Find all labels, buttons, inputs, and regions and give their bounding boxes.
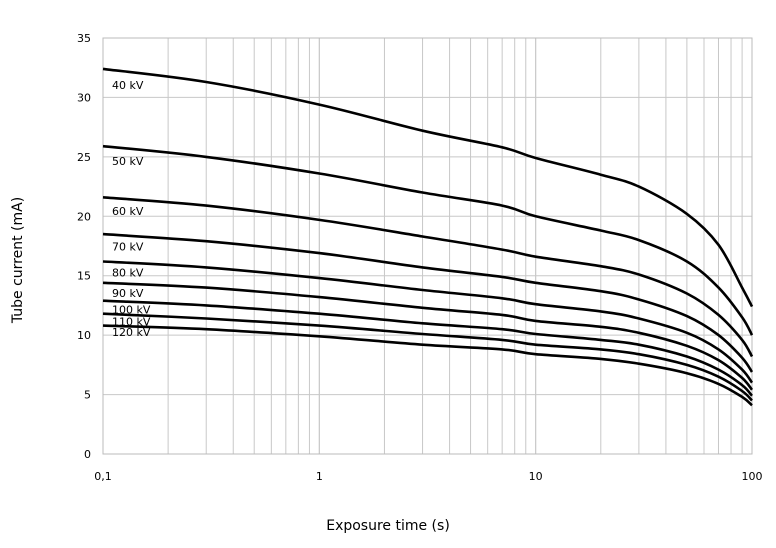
series-label: 80 kV [112,267,144,280]
series-line [102,281,754,391]
series-labels: 40 kV 50 kV 60 kV 70 kV 80 kV 90 kV 100 kV110 … [112,79,151,339]
series-lines [102,67,754,407]
y-tick-label: 20 [77,210,91,223]
y-tick-label: 35 [77,32,91,45]
series-label: 90 kV [112,287,144,300]
x-tick-label: 10 [529,470,543,483]
y-tick-label: 15 [77,270,91,283]
x-axis-title: Exposure time (s) [326,518,450,534]
y-tick-label: 0 [84,448,91,461]
series-label: 50 kV [112,155,144,168]
y-axis-title: Tube current (mA) [10,197,26,324]
series-label: 100 kV [112,303,151,316]
series-label: 70 kV [112,241,144,254]
x-tick-label: 0,1 [94,470,112,483]
series-line [102,299,754,397]
series-line [102,144,754,336]
series-line [102,67,754,308]
series-label: 40 kV [112,79,144,92]
series-line [102,312,753,402]
series-label: 120 kV [112,326,151,339]
y-tick-label: 10 [77,329,91,342]
series-label: 60 kV [112,205,144,218]
y-tick-label: 25 [77,151,91,164]
series-line [102,324,753,407]
x-tick-labels: 0,1 1 10 100 [94,470,762,483]
x-tick-label: 100 [742,470,763,483]
y-tick-label: 30 [77,91,91,104]
y-tick-labels: 0 5 10 15 20 25 30 35 [77,32,91,461]
series-label: 110 kV [112,315,151,328]
x-tick-label: 1 [316,470,323,483]
y-tick-label: 5 [84,389,91,402]
series-line [102,232,754,373]
plot-border [102,37,753,455]
series-line [102,260,754,384]
series-line [102,196,754,358]
